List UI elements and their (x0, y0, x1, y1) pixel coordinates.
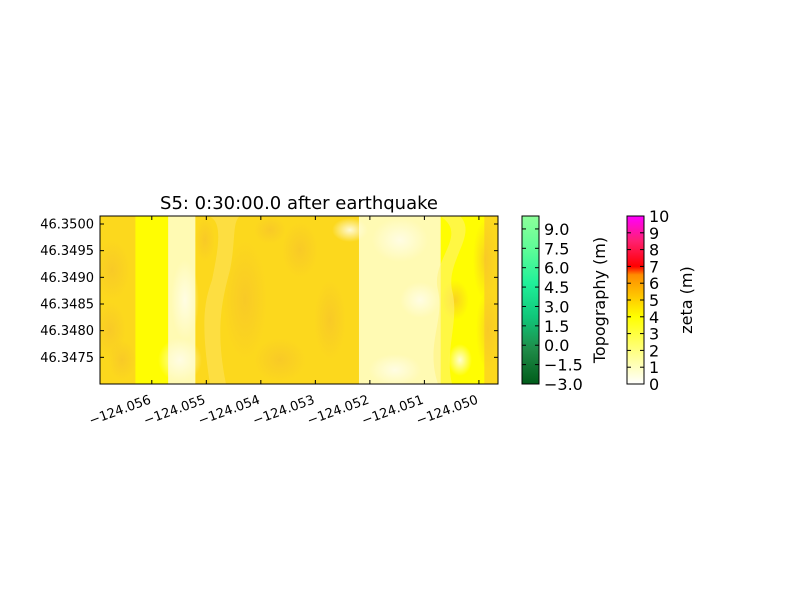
heatmap-texture (223, 240, 267, 360)
topography-colorbar-tick-label: −1.5 (544, 356, 583, 375)
heatmap-texture (254, 216, 286, 244)
topography-colorbar-label: Topography (m) (590, 237, 609, 364)
x-tick-label: −124.055 (142, 393, 208, 429)
x-tick-label: −124.056 (87, 393, 153, 429)
zeta-colorbar-tick-label: 7 (649, 257, 659, 276)
zeta-colorbar-tick-label: 0 (649, 375, 659, 394)
x-tick-label: −124.050 (414, 393, 480, 429)
y-axis: 46.3475 46.3480 46.3485 46.3490 46.3495 46.35… (40, 218, 498, 366)
heatmap-texture (100, 240, 130, 300)
zeta-colorbar-tick-label: 5 (649, 291, 659, 310)
topography-colorbar-tick-label: 6.0 (544, 259, 569, 278)
heatmap-texture (476, 290, 498, 370)
heatmap-texture (314, 280, 346, 360)
x-tick-label: −124.052 (305, 393, 371, 429)
y-tick-label: 46.3500 (40, 218, 94, 233)
zeta-colorbar-tick-label: 8 (649, 241, 659, 260)
heatmap-texture (171, 260, 199, 340)
heatmap-texture (195, 218, 215, 262)
zeta-colorbar-tick-label: 10 (649, 207, 669, 226)
y-tick-label: 46.3485 (40, 298, 94, 313)
heatmap-texture (369, 354, 421, 384)
topography-colorbar-tick-label: 3.0 (544, 297, 569, 316)
topography-colorbar: −3.0−1.50.01.53.04.56.07.59.0 Topography… (521, 215, 609, 394)
zeta-colorbar-tick-label: 4 (649, 308, 659, 327)
y-tick-label: 46.3480 (40, 324, 94, 339)
chart-title: S5: 0:30:00.0 after earthquake (160, 193, 438, 214)
heatmap-front (204, 216, 240, 384)
heatmap-texture (282, 222, 318, 278)
zeta-colorbar-tick-label: 1 (649, 358, 659, 377)
zeta-colorbar-label: zeta (m) (677, 266, 696, 333)
y-tick-label: 46.3490 (40, 271, 94, 286)
heatmap-texture (448, 344, 472, 376)
topography-colorbar-tick-label: 7.5 (544, 239, 569, 258)
heatmap-texture (254, 338, 306, 382)
topography-colorbar-ticks: −3.0−1.50.01.53.04.56.07.59.0 (522, 220, 583, 394)
plot-frame (99, 215, 499, 385)
topography-colorbar-tick-label: 1.5 (544, 317, 569, 336)
x-tick-label: −124.051 (360, 393, 426, 429)
x-tick-label: −124.054 (196, 393, 262, 429)
y-tick-label: 46.3475 (40, 351, 94, 366)
topography-colorbar-tick-label: 9.0 (544, 220, 569, 239)
topography-colorbar-tick-label: 4.5 (544, 278, 569, 297)
heatmap-texture (108, 340, 136, 380)
zeta-colorbar-tick-label: 3 (649, 325, 659, 344)
heatmap-front (433, 216, 466, 384)
heatmap-texture (158, 338, 202, 382)
heatmap-texture (332, 218, 368, 242)
zeta-colorbar-tick-label: 9 (649, 224, 659, 243)
y-tick-label: 46.3495 (40, 244, 94, 259)
topography-colorbar-tick-label: 0.0 (544, 336, 569, 355)
topography-colorbar-tick-label: −3.0 (544, 375, 583, 394)
heatmap-texture (372, 218, 428, 262)
zeta-colorbar-tick-label: 6 (649, 274, 659, 293)
heatmap-texture (473, 220, 497, 300)
x-tick-label: −124.053 (251, 393, 317, 429)
heatmap-field (100, 216, 498, 384)
topography-colorbar-fill (521, 215, 540, 385)
heatmap-panel: S5: 0:30:00.0 after earthquake −124.056−… (40, 193, 499, 429)
heatmap-texture (400, 282, 440, 318)
zeta-colorbar-tick-label: 2 (649, 341, 659, 360)
